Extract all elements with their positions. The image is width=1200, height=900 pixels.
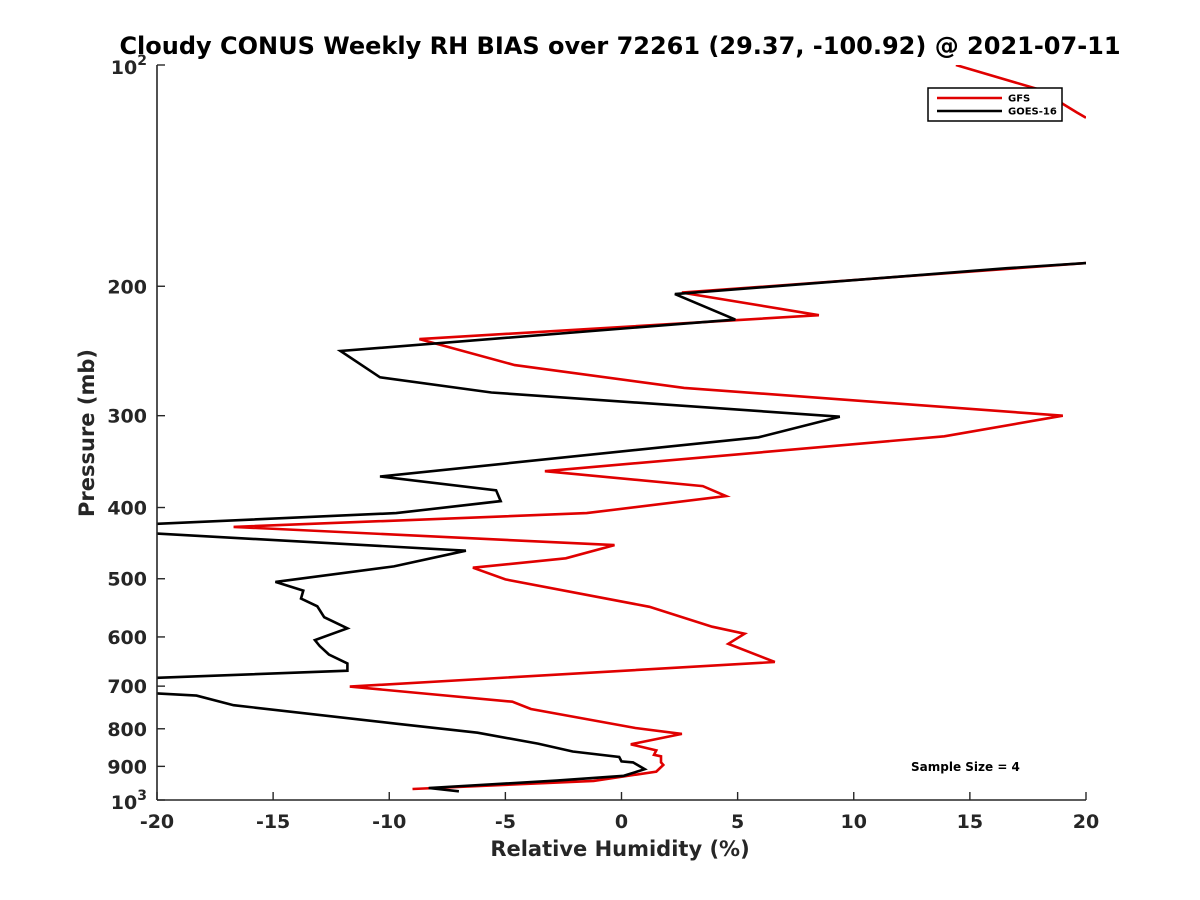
y-tick-label: 900 — [107, 756, 147, 778]
legend-label-goes16: GOES-16 — [1008, 107, 1057, 118]
y-tick-label: 400 — [107, 498, 147, 520]
sample-size-annotation: Sample Size = 4 — [911, 760, 1020, 774]
x-axis-ticks: -20 -15 -10 -5 0 5 10 15 20 — [140, 792, 1099, 833]
x-tick-label: 20 — [1073, 811, 1099, 833]
x-tick-label: 15 — [957, 811, 983, 833]
y-tick-label: 200 — [107, 276, 147, 298]
y-axis-ticks: 102 200 300 400 500 600 700 800 900 103 — [107, 53, 165, 814]
y-tick-label: 800 — [107, 719, 147, 741]
y-tick-label: 102 — [111, 53, 147, 79]
x-tick-label: -5 — [495, 811, 516, 833]
chart-title: Cloudy CONUS Weekly RH BIAS over 72261 (… — [119, 32, 1120, 60]
series-line-goes16 — [157, 532, 467, 680]
legend-label-gfs: GFS — [1008, 94, 1030, 105]
x-axis-label: Relative Humidity (%) — [490, 837, 749, 861]
series-line-gfs — [233, 261, 1086, 791]
x-tick-label: -20 — [140, 811, 174, 833]
y-tick-label: 600 — [107, 627, 147, 649]
x-tick-label: 10 — [841, 811, 867, 833]
x-tick-label: -15 — [256, 811, 290, 833]
series-layer — [157, 65, 1086, 793]
legend: GFS GOES-16 — [927, 87, 1063, 122]
x-tick-label: -10 — [372, 811, 406, 833]
y-tick-label: 103 — [111, 788, 147, 814]
plot-background — [157, 65, 1086, 800]
series-line-goes16 — [157, 261, 1086, 526]
legend-box — [927, 87, 1063, 122]
y-axis-label: Pressure (mb) — [75, 349, 99, 517]
x-tick-label: 5 — [731, 811, 744, 833]
y-tick-label: 300 — [107, 406, 147, 428]
y-tick-label: 500 — [107, 569, 147, 591]
y-tick-label: 700 — [107, 676, 147, 698]
plot-area: -20 -15 -10 -5 0 5 10 15 20 102 200 300 400 500 600 70… — [107, 53, 1099, 833]
series-line-goes16 — [157, 692, 648, 793]
x-tick-label: 0 — [615, 811, 628, 833]
